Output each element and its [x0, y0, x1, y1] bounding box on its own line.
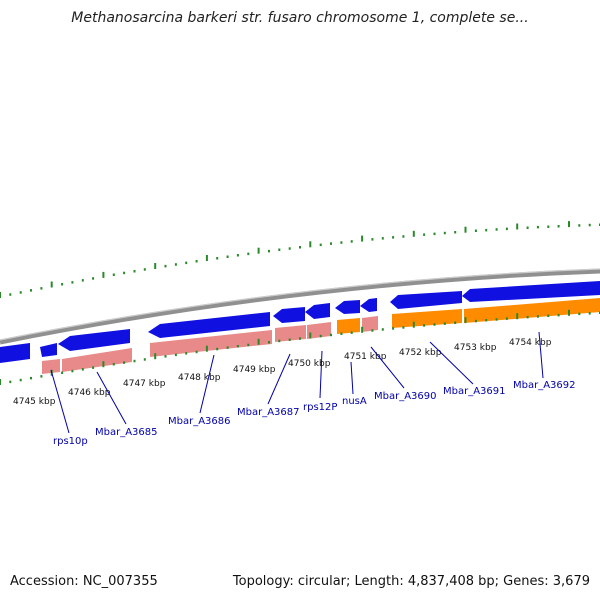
kbp-label: 4747 kbp — [123, 379, 166, 389]
gene-labels: rps10p Mbar_A3685 Mbar_A3686 Mbar_A3687 … — [53, 380, 576, 447]
kbp-label: 4753 kbp — [454, 343, 497, 353]
kbp-label: 4746 kbp — [68, 388, 111, 398]
outer-tick-ring — [0, 221, 600, 298]
cds-bar[interactable] — [150, 330, 272, 357]
gene-arrow[interactable] — [148, 312, 270, 338]
gene-label[interactable]: Mbar_A3687 — [237, 407, 300, 418]
leader-lines — [50, 331, 544, 434]
kbp-labels: 4745 kbp 4746 kbp 4747 kbp 4748 kbp 4749… — [13, 338, 552, 407]
accession-text: Accession: NC_007355 — [10, 574, 158, 589]
gene-label[interactable]: rps12P — [303, 402, 337, 413]
gene-arrow[interactable] — [273, 307, 305, 323]
kbp-label: 4745 kbp — [13, 397, 56, 407]
kbp-label: 4750 kbp — [288, 359, 331, 369]
inner-tick-ring — [0, 309, 600, 385]
gene-arrows — [0, 281, 600, 363]
map-title: Methanosarcina barkeri str. fusaro chrom… — [71, 10, 529, 26]
leader-line — [199, 354, 215, 414]
kbp-label: 4751 kbp — [344, 352, 387, 362]
cds-bar[interactable] — [392, 309, 462, 328]
gene-label[interactable]: nusA — [342, 396, 367, 407]
leader-line — [50, 369, 70, 434]
chromosome-backbone-highlight — [0, 268, 600, 341]
leader-line — [96, 371, 127, 425]
kbp-label: 4749 kbp — [233, 365, 276, 375]
leader-line — [267, 353, 291, 405]
cds-bars — [42, 298, 600, 374]
gene-arrow[interactable] — [0, 343, 30, 363]
gene-label[interactable]: Mbar_A3686 — [168, 416, 231, 427]
gene-arrow[interactable] — [335, 300, 360, 314]
leader-line — [319, 350, 323, 399]
gene-arrow[interactable] — [462, 281, 600, 302]
gene-label[interactable]: Mbar_A3690 — [374, 391, 437, 402]
cds-bar[interactable] — [62, 348, 132, 372]
leader-line — [429, 341, 474, 385]
kbp-label: 4752 kbp — [399, 348, 442, 358]
gene-arrow[interactable] — [305, 303, 330, 319]
cds-bar[interactable] — [362, 316, 378, 332]
cds-bar[interactable] — [42, 359, 60, 374]
gene-arrow[interactable] — [390, 291, 462, 309]
leader-line — [370, 346, 405, 389]
gene-arrow[interactable] — [360, 298, 377, 312]
gene-arrow[interactable] — [58, 329, 130, 351]
gene-label[interactable]: Mbar_A3685 — [95, 427, 158, 438]
cds-bar[interactable] — [337, 318, 360, 334]
kbp-label: 4754 kbp — [509, 338, 552, 348]
gene-arrow[interactable] — [40, 343, 57, 357]
leader-line — [538, 331, 544, 379]
chromosome-backbone — [0, 268, 600, 345]
leader-line — [350, 361, 354, 395]
gene-label[interactable]: rps10p — [53, 436, 88, 447]
genome-summary: Topology: circular; Length: 4,837,408 bp… — [232, 574, 590, 589]
cds-bar[interactable] — [275, 325, 306, 342]
gene-label[interactable]: Mbar_A3691 — [443, 386, 506, 397]
cds-bar[interactable] — [307, 322, 331, 339]
cds-bar[interactable] — [464, 298, 600, 323]
kbp-label: 4748 kbp — [178, 373, 221, 383]
gene-label[interactable]: Mbar_A3692 — [513, 380, 576, 391]
